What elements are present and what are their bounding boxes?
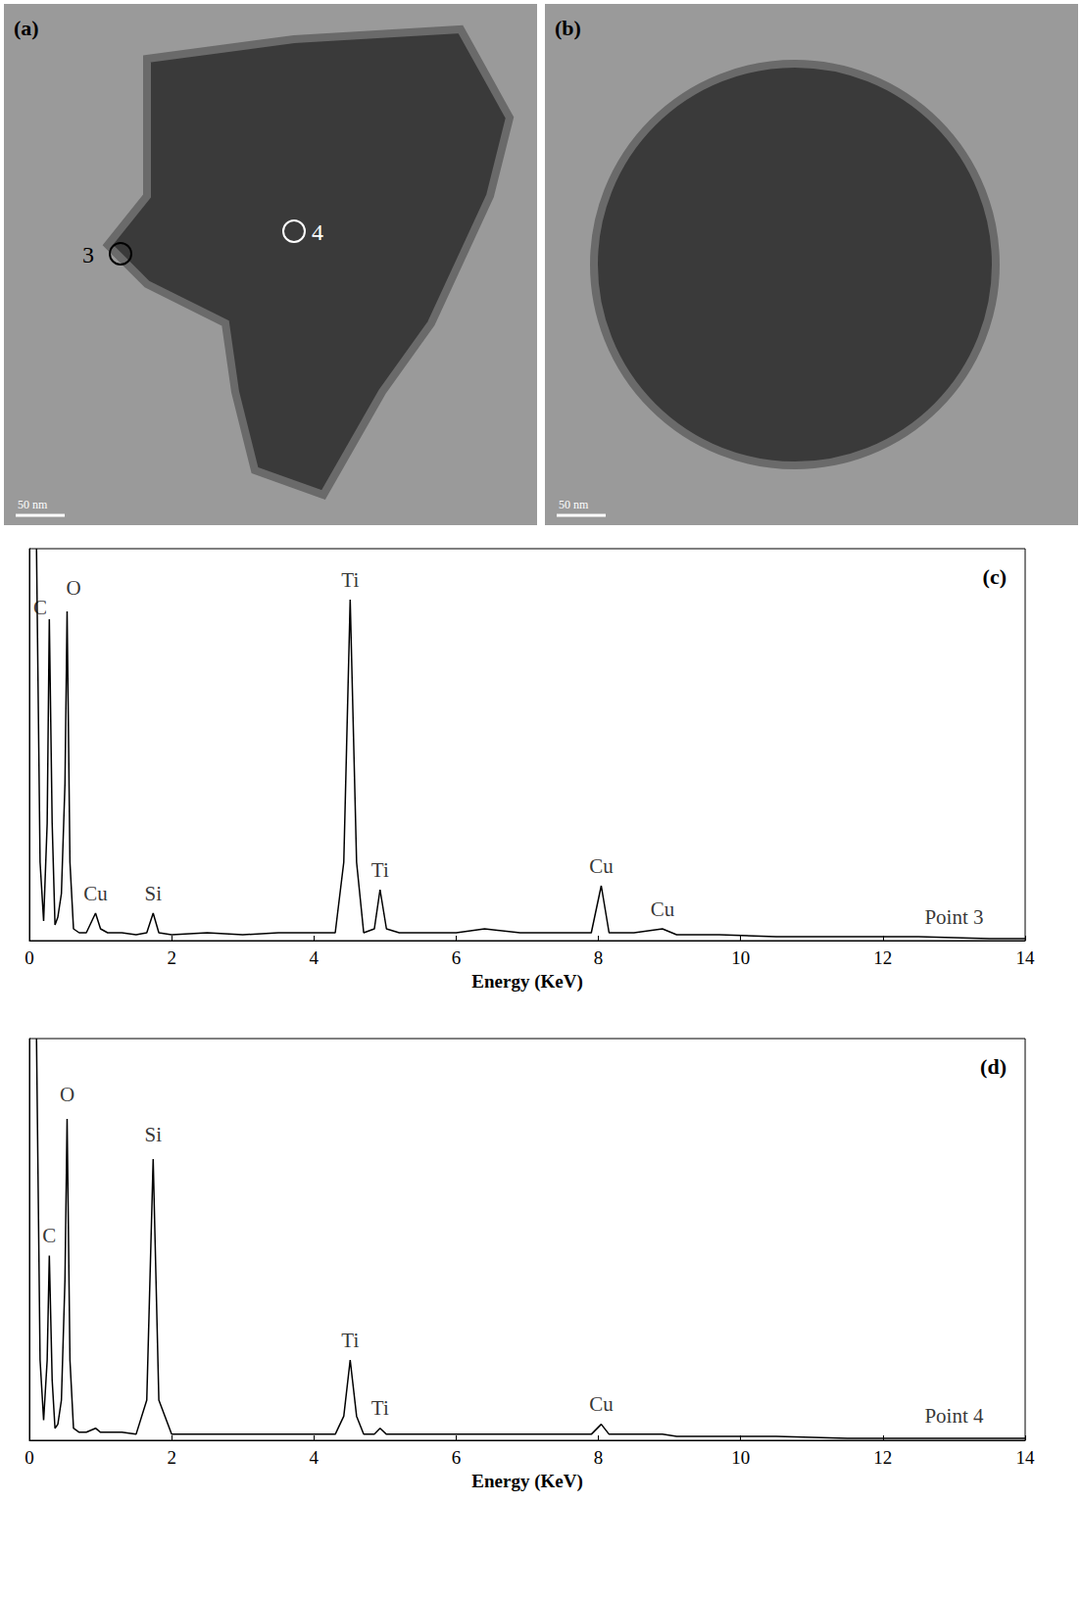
svg-text:6: 6 <box>451 1447 462 1469</box>
svg-text:Energy (KeV): Energy (KeV) <box>471 1471 583 1493</box>
svg-text:Ti: Ti <box>341 1328 359 1353</box>
svg-text:Cu: Cu <box>83 882 108 906</box>
svg-text:O: O <box>65 576 81 600</box>
svg-text:4: 4 <box>311 219 324 246</box>
svg-text:0: 0 <box>24 947 35 969</box>
svg-text:0: 0 <box>24 1447 35 1469</box>
svg-text:Ti: Ti <box>371 1396 390 1421</box>
svg-text:2: 2 <box>166 1447 177 1469</box>
svg-text:8: 8 <box>593 947 604 969</box>
svg-text:Cu: Cu <box>650 897 676 922</box>
svg-text:C: C <box>33 595 48 620</box>
svg-text:12: 12 <box>873 947 892 969</box>
svg-text:2: 2 <box>166 947 177 969</box>
svg-text:4: 4 <box>309 1447 320 1469</box>
svg-text:C: C <box>42 1224 56 1248</box>
svg-text:3: 3 <box>82 242 95 268</box>
svg-text:(d): (d) <box>980 1054 1007 1080</box>
svg-text:50 nm: 50 nm <box>558 497 590 512</box>
svg-text:Point 3: Point 3 <box>924 905 984 930</box>
svg-text:12: 12 <box>873 1447 892 1469</box>
svg-text:Point 4: Point 4 <box>924 1404 984 1428</box>
svg-text:8: 8 <box>593 1447 604 1469</box>
svg-text:6: 6 <box>451 947 462 969</box>
svg-text:10: 10 <box>731 947 750 969</box>
svg-text:10: 10 <box>731 1447 750 1469</box>
svg-text:(c): (c) <box>983 564 1007 590</box>
svg-text:Cu: Cu <box>589 1392 614 1417</box>
svg-text:Ti: Ti <box>341 568 359 592</box>
svg-text:Si: Si <box>145 882 163 906</box>
svg-text:50 nm: 50 nm <box>17 497 49 512</box>
svg-text:14: 14 <box>1016 1447 1036 1469</box>
svg-text:4: 4 <box>309 947 320 969</box>
svg-text:(b): (b) <box>554 15 582 41</box>
svg-text:Energy (KeV): Energy (KeV) <box>471 971 583 993</box>
svg-text:O: O <box>59 1082 75 1107</box>
svg-text:Si: Si <box>145 1123 163 1147</box>
svg-text:(a): (a) <box>13 15 40 41</box>
svg-text:Ti: Ti <box>371 858 390 883</box>
svg-text:14: 14 <box>1016 947 1036 969</box>
svg-text:Cu: Cu <box>589 854 614 879</box>
